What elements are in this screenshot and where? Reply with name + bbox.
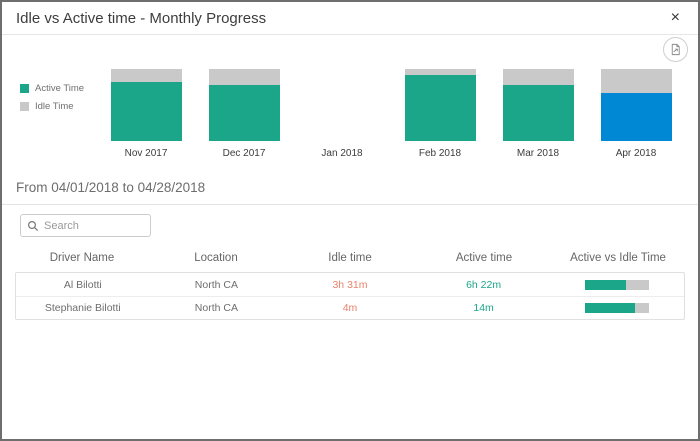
date-range-section: From 04/01/2018 to 04/28/2018 [2, 179, 698, 205]
idle-bar-segment [110, 69, 182, 82]
location-cell: North CA [194, 278, 238, 291]
table-row[interactable]: Al Bilotti North CA 3h 31m 6h 22m [16, 273, 684, 296]
chart-column: Apr 2018 [587, 69, 685, 159]
search-icon [27, 220, 39, 232]
progress-bar [585, 303, 650, 313]
chart-column: Dec 2017 [195, 69, 293, 159]
progress-fill [585, 279, 627, 290]
search-input[interactable] [44, 219, 144, 232]
idle-bar-segment [404, 69, 476, 75]
bar-dec-2017[interactable] [208, 69, 280, 141]
bar-mar-2018[interactable] [502, 69, 574, 141]
column-header-location: Location [194, 252, 238, 264]
active-time-cell: 14m [473, 302, 494, 314]
export-report-icon [669, 43, 682, 56]
drivers-table: Al Bilotti North CA 3h 31m 6h 22m Stepha… [15, 272, 685, 320]
column-header-driver-name: Driver Name [49, 252, 115, 264]
active-vs-idle-cell [550, 303, 684, 313]
month-label: Dec 2017 [222, 148, 266, 159]
chart-column: Feb 2018 [391, 69, 489, 159]
idle-time-cell: 3h 31m [332, 278, 368, 291]
chart-plot-area: Nov 2017 Dec 2017 Jan 2018 [97, 69, 685, 159]
active-bar-segment [600, 92, 672, 141]
month-label: Nov 2017 [124, 148, 168, 159]
location-cell: North CA [194, 302, 238, 314]
month-label: Mar 2018 [516, 148, 560, 159]
legend-swatch-active [20, 84, 29, 93]
driver-name-cell: Stephanie Bilotti [44, 302, 121, 314]
legend-item-idle: Idle Time [20, 101, 97, 112]
driver-name-cell: Al Bilotti [63, 278, 102, 291]
legend-swatch-idle [20, 102, 29, 111]
progress-fill [585, 303, 636, 313]
legend-item-active: Active Time [20, 83, 97, 94]
active-time-cell: 6h 22m [466, 278, 502, 291]
idle-bar-segment [600, 69, 672, 93]
bar-jan-2018[interactable] [307, 69, 378, 141]
idle-bar-segment [502, 69, 574, 85]
active-vs-idle-cell [550, 279, 684, 290]
date-range-label: From 04/01/2018 to 04/28/2018 [16, 180, 206, 195]
idle-time-cell: 4m [342, 302, 358, 314]
column-header-idle-time: Idle time [328, 252, 372, 264]
month-label: Apr 2018 [615, 148, 657, 159]
idle-bar-segment [208, 69, 280, 85]
active-bar-segment [110, 81, 182, 141]
table-header-row: Driver Name Location Idle time Active ti… [15, 247, 685, 270]
progress-bar [585, 279, 650, 290]
dialog-header: Idle vs Active time - Monthly Progress × [2, 2, 698, 35]
active-bar-segment [404, 74, 476, 141]
close-icon[interactable]: × [667, 8, 684, 28]
table-row[interactable]: Stephanie Bilotti North CA 4m 14m [16, 296, 684, 319]
month-label: Feb 2018 [418, 148, 462, 159]
active-bar-segment [502, 84, 574, 141]
column-header-active-time: Active time [455, 252, 513, 264]
chart-column: Mar 2018 [489, 69, 587, 159]
month-label: Jan 2018 [321, 148, 363, 159]
bar-apr-2018[interactable] [600, 69, 672, 141]
column-header-active-vs-idle: Active vs Idle Time [570, 252, 666, 264]
active-bar-segment [208, 84, 280, 141]
bar-nov-2017[interactable] [110, 69, 182, 141]
export-button[interactable] [663, 37, 688, 62]
legend-label: Idle Time [35, 101, 74, 112]
chart-column: Jan 2018 [293, 69, 391, 159]
legend-label: Active Time [35, 83, 85, 94]
dialog-title: Idle vs Active time - Monthly Progress [16, 9, 267, 27]
chart-legend: Active Time Idle Time [20, 69, 97, 159]
stacked-bar-chart: Active Time Idle Time Nov 2017 Dec [2, 69, 698, 159]
chart-column: Nov 2017 [97, 69, 195, 159]
bar-feb-2018[interactable] [404, 69, 476, 141]
search-box [20, 214, 151, 237]
